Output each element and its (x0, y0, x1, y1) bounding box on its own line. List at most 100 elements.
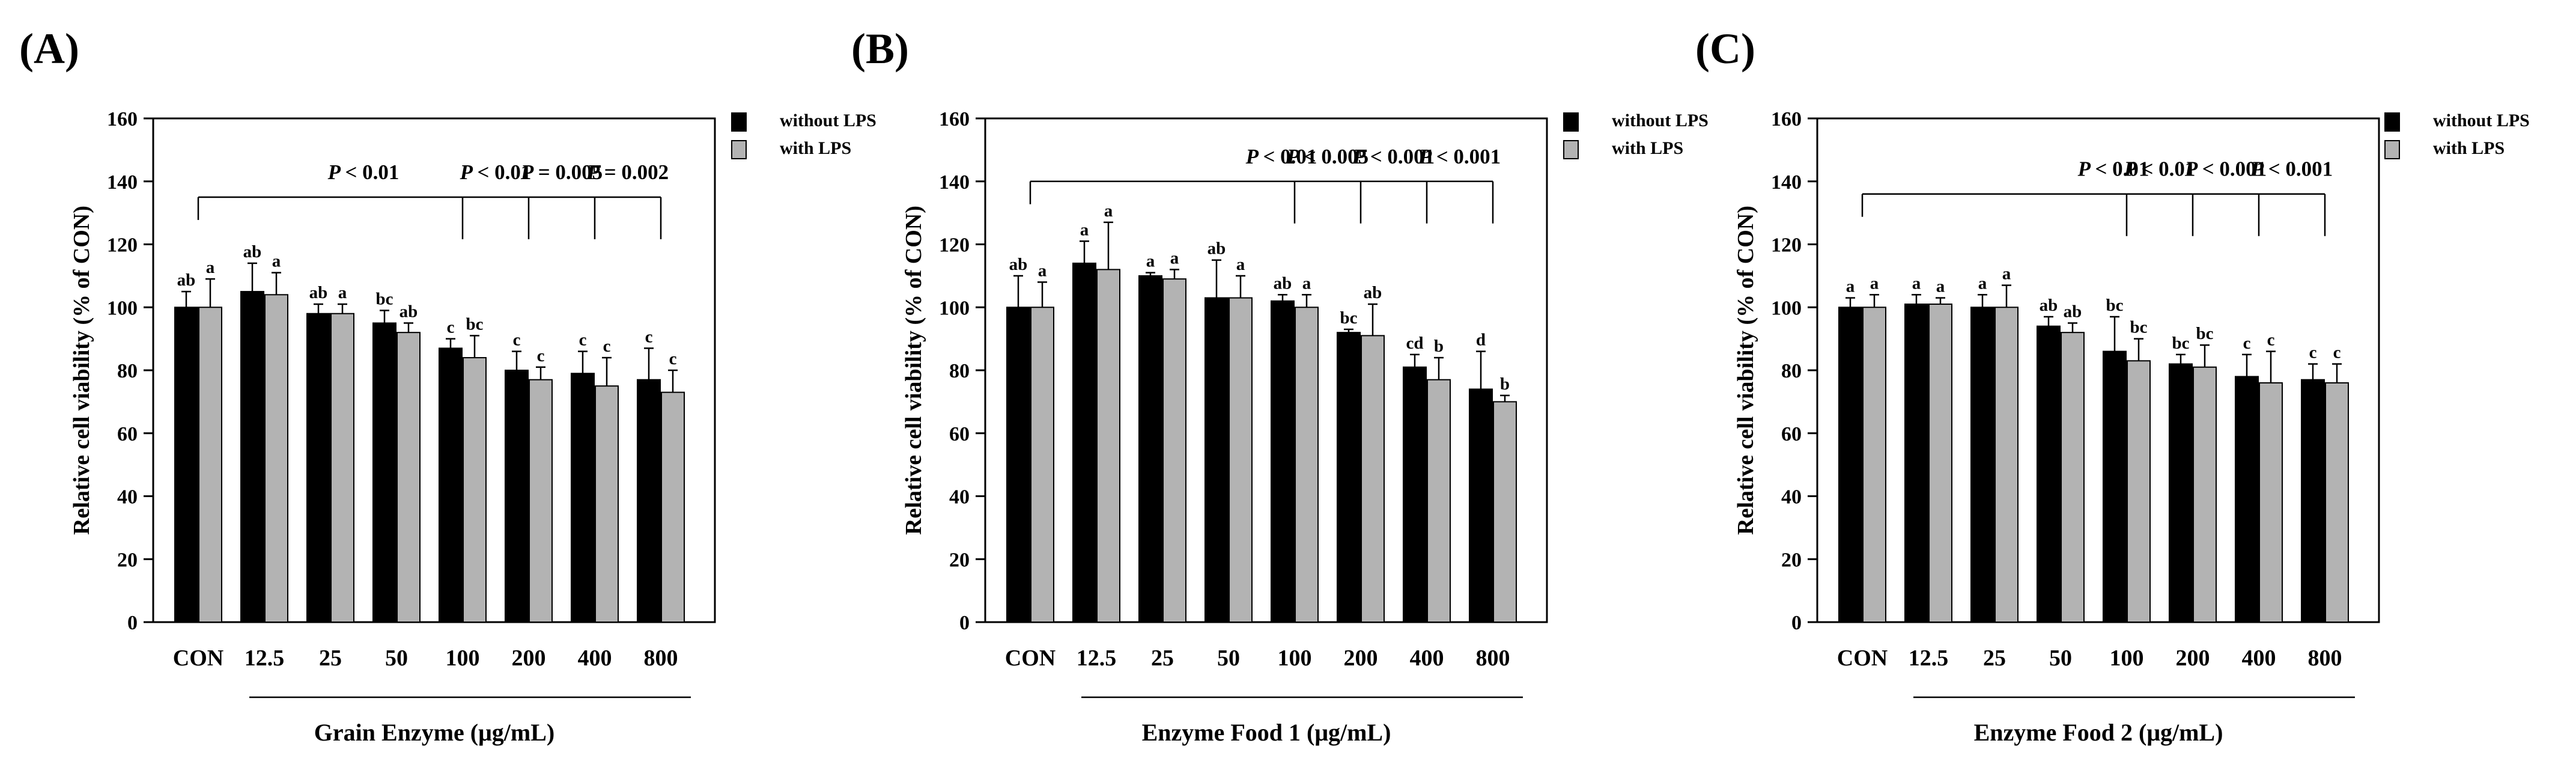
legend-swatch (2384, 112, 2400, 132)
x-tick-label: 800 (2308, 646, 2342, 671)
x-tick-label: 100 (446, 646, 480, 671)
bar-with-lps (330, 313, 354, 623)
bar-with-lps (264, 294, 288, 623)
significance-letter: bc (376, 289, 393, 308)
significance-letter: a (206, 258, 215, 277)
p-value-label: P = 0.002 (586, 160, 669, 184)
y-tick-label: 20 (1781, 549, 1802, 571)
p-value-label: P < 0.01 (327, 160, 399, 184)
significance-letter: a (1846, 277, 1855, 296)
y-tick-label: 140 (939, 171, 970, 194)
legend-label: without LPS (2433, 111, 2530, 130)
bar-without-lps (571, 373, 595, 623)
significance-letter: a (2002, 264, 2011, 284)
y-tick-label: 20 (117, 549, 138, 571)
panel-b: (B) 0 20 40 60 80 100 120 140 160 Relative cell vi… (851, 25, 1709, 746)
bar-without-lps (306, 313, 330, 623)
significance-letter: a (1080, 220, 1089, 239)
significance-letter: ab (177, 270, 196, 290)
legend-label: with LPS (780, 138, 851, 158)
x-tick-label: 400 (2242, 646, 2276, 671)
bar-with-lps (595, 385, 619, 623)
bar-without-lps (2235, 376, 2259, 623)
panel-a: (A) 0 20 40 60 80 100 120 140 160 Relative cell vi… (19, 25, 876, 746)
significance-letter: ab (1274, 273, 1292, 293)
bar-with-lps (1361, 335, 1385, 623)
y-tick-label: 100 (107, 297, 138, 319)
bar-with-lps (1295, 307, 1319, 623)
bar-with-lps (1427, 379, 1451, 623)
p-value-label: P < 0.01 (460, 160, 532, 184)
x-tick-label: 100 (1278, 646, 1312, 671)
significance-letter: c (603, 337, 611, 356)
significance-letter: ab (2040, 296, 2058, 315)
significance-letter: c (2267, 331, 2275, 350)
p-value-label: P < 0.01 (1245, 145, 1317, 168)
bar-without-lps (439, 347, 463, 623)
y-tick-label: 120 (1771, 234, 1802, 257)
y-tick-label: 40 (949, 486, 970, 509)
bar-without-lps (372, 322, 396, 623)
bar-without-lps (1469, 388, 1493, 623)
significance-letter: ab (1009, 255, 1028, 274)
significance-letter: a (1104, 201, 1113, 221)
y-tick-label: 100 (939, 297, 970, 319)
bar-with-lps (1229, 297, 1253, 623)
y-tick-label: 160 (939, 108, 970, 130)
significance-letter: a (1170, 248, 1179, 267)
bar-without-lps (1970, 307, 1994, 623)
y-axis-label: Relative cell viability (% of CON) (901, 206, 926, 535)
bar-with-lps (661, 391, 685, 623)
significance-letter: a (1302, 273, 1311, 293)
legend-swatch (2384, 140, 2400, 159)
legend-swatch (1563, 140, 1579, 159)
x-tick-label: 800 (644, 646, 678, 671)
x-tick-label: 25 (1151, 646, 1174, 671)
significance-letter: ab (399, 302, 418, 321)
bar-with-lps (1928, 304, 1952, 623)
y-tick-label: 120 (939, 234, 970, 257)
y-tick-label: 0 (127, 612, 138, 634)
p-value-label: P < 0.001 (2184, 157, 2267, 181)
panel-label: (A) (19, 25, 79, 73)
bar-with-lps (2325, 382, 2349, 623)
bar-with-lps (1162, 278, 1186, 623)
significance-letter: b (1434, 337, 1444, 356)
significance-letter: a (272, 252, 281, 271)
x-tick-label: 12.5 (1077, 646, 1117, 671)
significance-letter: ab (243, 242, 262, 261)
significance-letter: d (1476, 331, 1486, 350)
significance-letter: c (2309, 343, 2317, 362)
y-axis-label: Relative cell viability (% of CON) (69, 206, 94, 535)
y-tick-label: 60 (1781, 423, 1802, 445)
p-value-label: P < 0.01 (2077, 157, 2149, 181)
y-tick-label: 0 (1791, 612, 1802, 634)
x-tick-label: CON (1005, 646, 1056, 671)
y-tick-label: 140 (1771, 171, 1802, 194)
panel-label: (C) (1695, 25, 1755, 73)
bar-with-lps (463, 357, 487, 623)
significance-letter: a (1236, 255, 1245, 274)
y-tick-label: 80 (949, 360, 970, 382)
y-tick-label: 0 (959, 612, 970, 634)
legend-swatch (1563, 112, 1579, 132)
significance-letter: b (1500, 374, 1510, 394)
bar-with-lps (1096, 269, 1120, 623)
bar-without-lps (2169, 363, 2193, 623)
bar-without-lps (1403, 366, 1427, 623)
y-tick-label: 20 (949, 549, 970, 571)
x-tick-label: 400 (1410, 646, 1444, 671)
bar-without-lps (1006, 307, 1030, 623)
x-tick-label: 200 (512, 646, 546, 671)
x-axis-label: Grain Enzyme (μg/mL) (314, 719, 554, 746)
x-tick-label: 25 (319, 646, 342, 671)
x-tick-label: 400 (578, 646, 612, 671)
bar-with-lps (1030, 307, 1054, 623)
bar-without-lps (1138, 275, 1162, 623)
y-tick-label: 80 (117, 360, 138, 382)
x-tick-label: CON (173, 646, 223, 671)
y-tick-label: 80 (1781, 360, 1802, 382)
significance-letter: a (1912, 273, 1921, 293)
significance-letter: a (1978, 273, 1987, 293)
